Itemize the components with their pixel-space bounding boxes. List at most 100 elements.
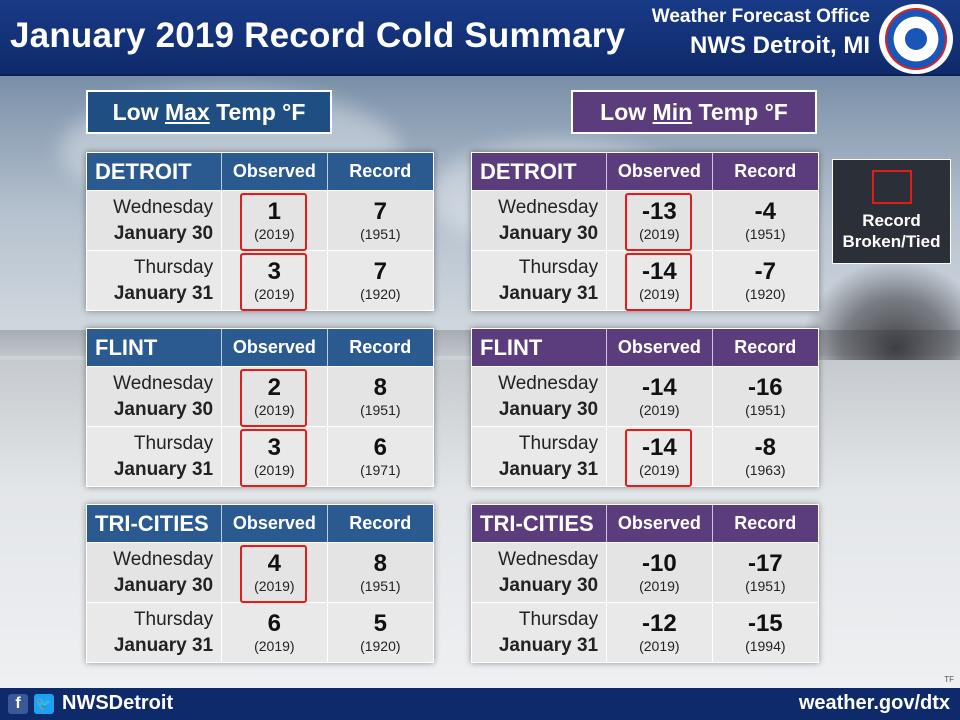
- date: January 31: [498, 458, 599, 480]
- record-header: Record: [349, 513, 412, 533]
- city-name: TRI-CITIES: [87, 505, 223, 542]
- author-initials: TF: [944, 675, 954, 684]
- date: January 31: [498, 282, 599, 304]
- record-year: (1951): [360, 225, 401, 242]
- date: January 31: [498, 634, 599, 656]
- record-cell: -17 (1951): [713, 543, 818, 602]
- table-header: TRI-CITIES Observed Record: [472, 505, 818, 542]
- observed-value: 6: [267, 609, 282, 637]
- record-value: 7: [373, 197, 387, 225]
- table-header: FLINT Observed Record: [472, 329, 818, 366]
- observed-year: (2019): [639, 577, 680, 594]
- max-table-tri-cities: TRI-CITIES Observed Record Wednesday January…: [86, 504, 434, 663]
- weekday: Wednesday: [498, 372, 599, 394]
- observed-year: (2019): [639, 225, 680, 242]
- table-row: Wednesday January 30 2 (2019) 8 (1951): [87, 366, 433, 427]
- table-row: Thursday January 31 6 (2019) 5 (1920): [87, 602, 433, 662]
- record-year: (1951): [745, 577, 786, 594]
- website-link[interactable]: weather.gov/dtx: [798, 692, 950, 714]
- city-name: TRI-CITIES: [472, 505, 608, 542]
- office-label: Weather Forecast Office NWS Detroit, MI: [652, 6, 870, 60]
- legend-line1: Record: [862, 211, 921, 230]
- max-table-detroit: DETROIT Observed Record Wednesday January 30…: [86, 152, 434, 311]
- city-name: DETROIT: [472, 153, 608, 190]
- office-line1: Weather Forecast Office: [651, 6, 870, 27]
- table-row: Thursday January 31 3 (2019) 7 (1920): [87, 250, 433, 311]
- table-row: Thursday January 31 -12 (2019) -15 (1994): [472, 602, 818, 662]
- record-cell: -4 (1951): [713, 191, 818, 250]
- row-date: Thursday January 31: [87, 427, 223, 486]
- row-date: Wednesday January 30: [87, 191, 223, 250]
- min-table-tri-cities: TRI-CITIES Observed Record Wednesday January…: [471, 504, 819, 663]
- observed-value: 1: [267, 197, 282, 225]
- record-year: (1994): [745, 637, 786, 654]
- observed-cell: -10 (2019): [607, 543, 713, 602]
- observed-value: 3: [267, 257, 282, 285]
- record-year: (1963): [745, 461, 786, 478]
- record-header: Record: [734, 161, 797, 181]
- observed-value: -13: [642, 197, 677, 225]
- observed-cell: 2 (2019): [222, 367, 328, 427]
- section-low-min-suffix: Temp °F: [692, 98, 788, 125]
- table-row: Thursday January 31 -14 (2019) -7 (1920): [472, 250, 818, 311]
- record-cell: -7 (1920): [713, 251, 818, 310]
- legend-record-box-icon: [871, 170, 912, 204]
- legend: Record Broken/Tied: [832, 159, 951, 264]
- max-table-flint: FLINT Observed Record Wednesday January 30 2(…: [86, 328, 434, 487]
- record-value: -15: [747, 609, 783, 637]
- weekday: Thursday: [518, 256, 599, 278]
- row-date: Wednesday January 30: [472, 543, 608, 602]
- observed-cell: -14 (2019): [607, 367, 713, 426]
- table-row: Wednesday January 30 4 (2019) 8 (1951): [87, 542, 433, 603]
- date: January 31: [113, 458, 214, 480]
- social-handle[interactable]: NWSDetroit: [62, 692, 174, 714]
- trees: [800, 260, 960, 370]
- weekday: Wednesday: [498, 196, 599, 218]
- row-date: Thursday January 31: [472, 603, 608, 662]
- observed-header: Observed: [222, 329, 328, 366]
- observed-cell: 4 (2019): [222, 543, 328, 603]
- office-line2: NWS Detroit, MI: [690, 32, 870, 59]
- section-low-min: Low Min Temp °F: [571, 90, 817, 134]
- observed-year: (2019): [254, 577, 295, 594]
- record-year: (1951): [360, 577, 401, 594]
- observed-header: Observed: [222, 153, 328, 190]
- row-date: Thursday January 31: [472, 427, 608, 486]
- row-date: Thursday January 31: [472, 251, 608, 310]
- observed-value: -14: [642, 433, 677, 461]
- table-row: Thursday January 31 -14 (2019) -8 (1963): [472, 426, 818, 487]
- record-header: Record: [349, 161, 412, 181]
- row-date: Wednesday January 30: [87, 367, 223, 426]
- weekday: Thursday: [518, 432, 599, 454]
- observed-year: (2019): [254, 225, 295, 242]
- twitter-icon[interactable]: 🐦: [34, 694, 54, 714]
- record-value: 6: [373, 433, 387, 461]
- observed-cell: -14 (2019): [607, 251, 713, 311]
- row-date: Thursday January 31: [87, 603, 223, 662]
- header-banner: January 2019 Record Cold Summary Weather…: [0, 0, 960, 76]
- observed-header: Observed: [222, 505, 328, 542]
- facebook-icon[interactable]: f: [8, 694, 28, 714]
- weekday: Thursday: [133, 432, 214, 454]
- record-year: (1951): [360, 401, 401, 418]
- table-row: Wednesday January 30 -13 (2019) -4 (1951): [472, 190, 818, 251]
- table-row: Wednesday January 30 -10 (2019) -17 (1951): [472, 542, 818, 602]
- weekday: Wednesday: [498, 548, 599, 570]
- weekday: Wednesday: [113, 372, 214, 394]
- legend-line2: Broken/Tied: [842, 232, 941, 251]
- observed-year: (2019): [254, 461, 295, 478]
- city-name: FLINT: [87, 329, 223, 366]
- observed-year: (2019): [254, 637, 295, 654]
- record-value: 7: [373, 257, 387, 285]
- city-name: DETROIT: [87, 153, 223, 190]
- row-date: Thursday January 31: [87, 251, 223, 310]
- record-year: (1951): [745, 225, 786, 242]
- date: January 31: [113, 282, 214, 304]
- record-value: -8: [754, 433, 776, 461]
- record-value: -16: [747, 373, 783, 401]
- observed-value: -12: [642, 609, 677, 637]
- date: January 30: [113, 574, 214, 596]
- weekday: Wednesday: [113, 196, 214, 218]
- record-value: -17: [747, 549, 783, 577]
- table-header: DETROIT Observed Record: [87, 153, 433, 190]
